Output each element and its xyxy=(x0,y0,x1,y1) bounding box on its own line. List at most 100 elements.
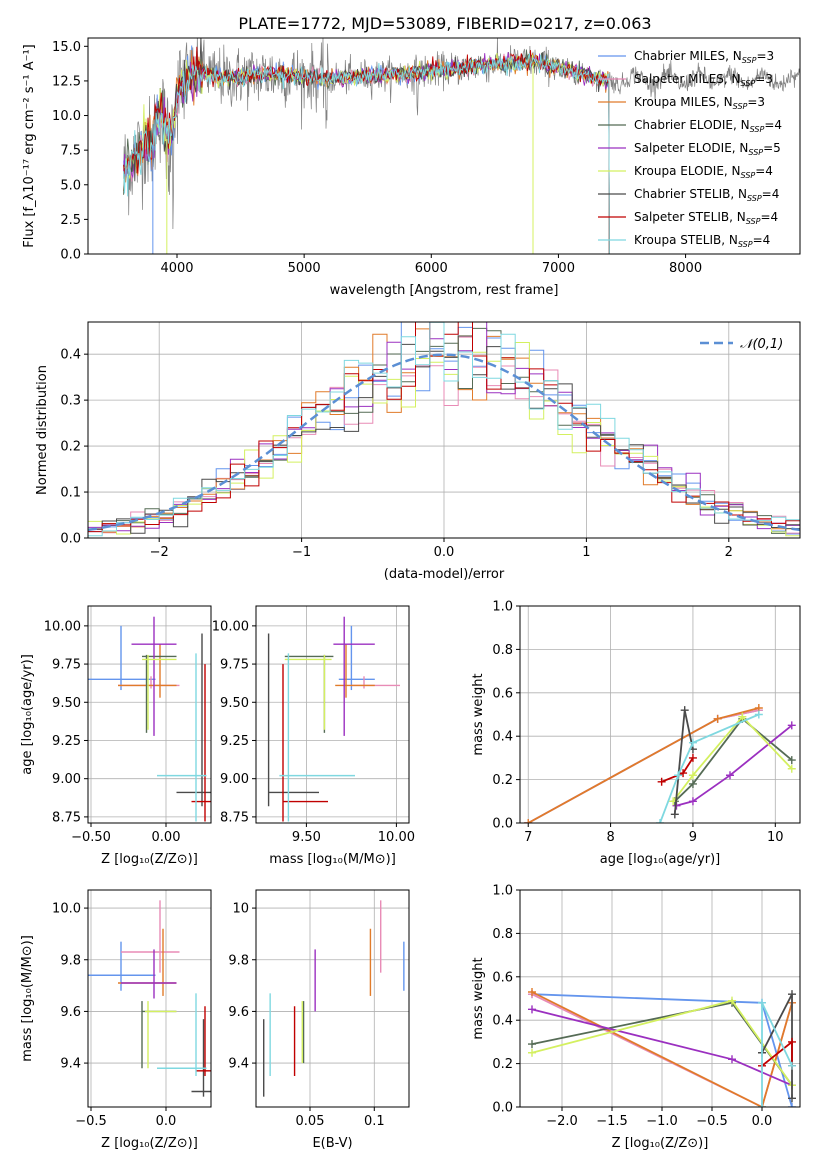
errorbar-point xyxy=(284,654,334,733)
errorbar-point xyxy=(118,928,177,996)
xtick-label: 7 xyxy=(524,830,532,845)
legend-entry: 𝒩(0,1) xyxy=(740,337,783,352)
weight-marker xyxy=(726,771,734,780)
xtick-label: 1 xyxy=(582,545,590,560)
spectrum-legend: Chabrier MILES, NSSP=3 Salpeter MILES, NS… xyxy=(598,49,782,249)
ytick-label: 0.4 xyxy=(60,348,81,363)
errorbar-point xyxy=(351,676,400,689)
errorbar-point xyxy=(279,653,355,822)
weight-marker xyxy=(674,771,683,780)
legend-entry: Kroupa STELIB, NSSP=4 xyxy=(634,233,770,249)
plot-area-age_vs_Z xyxy=(88,616,211,822)
panel-age_vs_mass: 9.50 10.00 8.75 9.00 9.25 9.50 9.75 10.00 mass [… xyxy=(212,605,415,867)
y-axis-label: Normed distribution xyxy=(35,365,50,495)
weight-marker xyxy=(788,990,796,999)
plot-area-residuals xyxy=(88,322,800,537)
weight-marker xyxy=(528,1005,536,1014)
x-axis-label: (data-model)/error xyxy=(384,567,505,582)
ytick-label: 0.6 xyxy=(492,686,513,701)
ytick-label: 1.0 xyxy=(492,884,513,899)
errorbar-point xyxy=(284,654,332,730)
ytick-label: 0.2 xyxy=(492,773,513,788)
ytick-label: 9.6 xyxy=(60,1005,81,1020)
plot-area-weight_vs_Z xyxy=(528,987,796,1107)
ytick-label: 10.00 xyxy=(212,619,249,634)
ytick-label: 9.00 xyxy=(52,772,81,787)
ytick-label: 1.0 xyxy=(492,600,513,615)
panel-weight_vs_age: 7 8 9 10 0.0 0.2 0.4 0.6 0.8 1.0 age [log₁₀(age/yr… xyxy=(471,600,801,867)
weight-marker xyxy=(787,721,796,730)
ytick-label: 5.0 xyxy=(60,178,81,193)
legend-entry: Salpeter ELODIE, NSSP=5 xyxy=(634,141,781,157)
legend-entry: Salpeter MILES, NSSP=3 xyxy=(634,72,773,88)
ytick-label: 8.75 xyxy=(52,810,81,825)
errorbar-point xyxy=(335,644,375,698)
weight-marker xyxy=(738,712,747,721)
ytick-label: 0.0 xyxy=(60,248,81,263)
weight-marker xyxy=(713,714,722,723)
model-line xyxy=(123,52,610,254)
xtick-label: 0.0 xyxy=(434,545,455,560)
legend-entry: Chabrier MILES, NSSP=3 xyxy=(634,49,774,65)
ytick-label: 0.8 xyxy=(492,643,513,658)
legend-entry: Chabrier ELODIE, NSSP=4 xyxy=(634,118,782,134)
xtick-label: 0.05 xyxy=(296,1114,325,1129)
errorbar-point xyxy=(142,654,177,733)
weight-line xyxy=(527,707,760,823)
errorbar-point xyxy=(333,616,375,736)
xtick-label: 8000 xyxy=(669,261,702,276)
xtick-label: 2 xyxy=(725,545,733,560)
ytick-label: 9.8 xyxy=(60,953,81,968)
weight-marker xyxy=(788,1103,796,1107)
ytick-label: 9.4 xyxy=(228,1057,249,1072)
weight-marker xyxy=(524,819,533,823)
weight-marker xyxy=(688,771,697,780)
weight-line xyxy=(676,724,793,807)
x-axis-label: Z [log₁₀(Z/Z⊙)] xyxy=(101,1136,198,1151)
ytick-label: 9.6 xyxy=(228,1005,249,1020)
x-axis-label: E(B-V) xyxy=(312,1136,352,1151)
weight-marker xyxy=(788,1037,796,1046)
errorbar-point xyxy=(145,1001,177,1069)
xtick-label: −0.5 xyxy=(75,1114,107,1129)
panels: 4000 5000 6000 7000 80000.02.55.07.510.012.5… xyxy=(20,37,801,1151)
ytick-label: 0.4 xyxy=(492,730,513,745)
weight-marker xyxy=(670,810,679,819)
weight-marker xyxy=(688,797,697,806)
panel-mass_vs_EBV: 0.05 0.1 9.4 9.6 9.8 10 E(B-V) xyxy=(228,889,410,1151)
y-axis-label: mass weight xyxy=(471,673,486,755)
x-axis-label: Z [log₁₀(Z/Z⊙)] xyxy=(612,1136,709,1151)
ytick-label: 7.5 xyxy=(60,144,81,159)
ytick-label: 10 xyxy=(232,902,249,917)
weight-marker xyxy=(754,710,763,719)
xtick-label: 9 xyxy=(689,830,697,845)
weight-line xyxy=(527,709,759,823)
weight-marker xyxy=(656,819,664,823)
panel-age_vs_Z: −0.50 0.00 8.75 9.00 9.25 9.50 9.75 10.00 Z [log… xyxy=(20,605,212,867)
axes-frame xyxy=(519,605,801,824)
ytick-label: 9.8 xyxy=(228,953,249,968)
weight-marker xyxy=(657,777,666,786)
y-axis-label: Flux [f_λ10⁻¹⁷ erg cm⁻² s⁻¹ A⁻¹] xyxy=(22,44,37,248)
plot-area-age_vs_mass xyxy=(267,616,400,822)
xtick-label: −1 xyxy=(292,545,311,560)
weight-line xyxy=(531,991,793,1107)
ytick-label: 10.0 xyxy=(52,902,81,917)
xtick-label: 10 xyxy=(767,830,784,845)
weight-line xyxy=(674,717,793,802)
errorbar-point xyxy=(131,616,177,736)
ytick-label: 0.2 xyxy=(492,1057,513,1072)
xtick-label: 8 xyxy=(606,830,614,845)
x-axis-label: mass [log₁₀(M/M⊙)] xyxy=(269,852,396,867)
ytick-label: 2.5 xyxy=(60,213,81,228)
xtick-label: −2.0 xyxy=(546,1114,578,1129)
weight-marker xyxy=(788,1061,796,1070)
y-axis-label: mass weight xyxy=(471,957,486,1039)
errorbar-point xyxy=(88,625,156,691)
weight-marker xyxy=(688,738,697,747)
errorbar-point xyxy=(282,664,328,822)
errorbar-point xyxy=(121,900,180,973)
figure-title: PLATE=1772, MJD=53089, FIBERID=0217, z=0… xyxy=(238,14,651,33)
errorbar-point xyxy=(191,664,211,822)
xtick-label: 9.50 xyxy=(292,830,321,845)
